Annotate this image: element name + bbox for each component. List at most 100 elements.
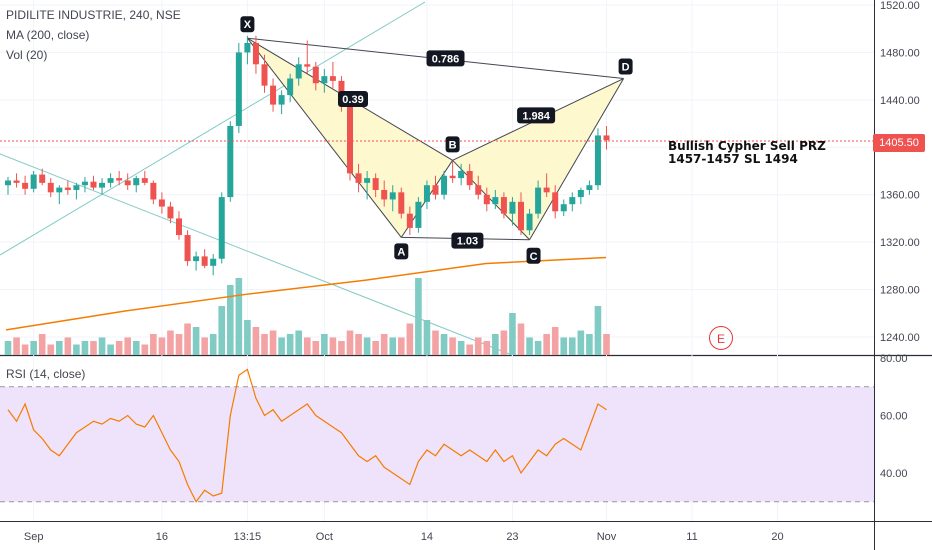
- candle-body[interactable]: [483, 194, 490, 205]
- candle-body[interactable]: [22, 182, 29, 189]
- candle-body[interactable]: [458, 171, 465, 179]
- candle-body[interactable]: [235, 52, 242, 126]
- candle-body[interactable]: [99, 182, 106, 188]
- candle-body[interactable]: [312, 66, 319, 84]
- pattern-point-c[interactable]: C: [526, 247, 541, 264]
- candle-body[interactable]: [594, 135, 601, 186]
- symbol-legend[interactable]: PIDILITE INDUSTRIE, 240, NSE: [6, 8, 181, 22]
- candle-body[interactable]: [586, 185, 593, 190]
- candle-body[interactable]: [535, 187, 542, 214]
- candle-body[interactable]: [184, 235, 191, 262]
- candle-body[interactable]: [133, 178, 140, 186]
- volume-bar: [132, 341, 140, 355]
- candle-body[interactable]: [252, 42, 259, 65]
- candle-body[interactable]: [449, 175, 456, 179]
- candle-body[interactable]: [124, 180, 131, 186]
- volume-bar: [124, 337, 131, 355]
- candle-body[interactable]: [466, 171, 473, 186]
- candle-body[interactable]: [150, 182, 157, 200]
- candle-body[interactable]: [406, 213, 413, 228]
- candle-body[interactable]: [526, 213, 533, 231]
- candle-body[interactable]: [560, 204, 567, 212]
- candle-body[interactable]: [577, 189, 584, 198]
- candle-body[interactable]: [244, 42, 251, 53]
- pattern-point-x[interactable]: X: [240, 16, 255, 33]
- candle-body[interactable]: [81, 181, 88, 186]
- candle-body[interactable]: [543, 187, 550, 193]
- candle-body[interactable]: [381, 189, 388, 200]
- candle-body[interactable]: [227, 125, 234, 198]
- candle-body[interactable]: [321, 76, 328, 84]
- time-axis-tick: 14: [421, 531, 433, 543]
- candle-body[interactable]: [193, 256, 200, 262]
- candle-body[interactable]: [492, 197, 499, 205]
- pattern-leg-xa[interactable]: [247, 37, 402, 238]
- candle-body[interactable]: [218, 197, 225, 259]
- candle-body[interactable]: [398, 192, 405, 214]
- pattern-point-a[interactable]: A: [394, 243, 409, 260]
- candle-body[interactable]: [347, 104, 353, 174]
- candle-body[interactable]: [603, 135, 610, 141]
- candle-body[interactable]: [287, 78, 294, 96]
- candle-body[interactable]: [158, 199, 165, 207]
- candle-body[interactable]: [30, 174, 37, 189]
- candle-body[interactable]: [13, 180, 20, 183]
- pattern-point-badge: [240, 16, 255, 33]
- pattern-point-d[interactable]: D: [618, 58, 633, 75]
- pattern-leg-cd[interactable]: [529, 78, 625, 241]
- volume-bar: [244, 320, 251, 355]
- candle-body[interactable]: [329, 76, 336, 81]
- candle-body[interactable]: [432, 185, 439, 195]
- earnings-event-marker[interactable]: E: [709, 326, 733, 350]
- candle-body[interactable]: [261, 64, 268, 86]
- ma200-line[interactable]: [5, 256, 607, 331]
- volume-legend[interactable]: Vol (20): [6, 48, 48, 62]
- candle-body[interactable]: [475, 185, 482, 195]
- candle-body[interactable]: [389, 192, 396, 200]
- candle-body[interactable]: [210, 258, 217, 266]
- rising-trendline[interactable]: [0, 1, 426, 256]
- volume-bar: [483, 341, 491, 355]
- candle-body[interactable]: [56, 187, 63, 193]
- candle-body[interactable]: [47, 182, 54, 193]
- candle-body[interactable]: [167, 206, 174, 219]
- rsi-legend[interactable]: RSI (14, close): [6, 367, 86, 381]
- pattern-point-label: C: [530, 251, 538, 263]
- candle-body[interactable]: [423, 185, 430, 202]
- volume-bar: [415, 278, 422, 355]
- candle-body[interactable]: [415, 201, 422, 228]
- candle-body[interactable]: [304, 64, 311, 67]
- candle-body[interactable]: [441, 175, 448, 195]
- rsi-line[interactable]: [7, 368, 607, 503]
- candle-body[interactable]: [364, 178, 371, 183]
- pattern-point-label: D: [622, 62, 630, 74]
- candle-body[interactable]: [64, 187, 71, 190]
- candle-body[interactable]: [295, 64, 302, 79]
- ma-legend[interactable]: MA (200, close): [6, 28, 90, 42]
- candle-body[interactable]: [355, 173, 362, 183]
- pattern-point-b[interactable]: B: [445, 136, 460, 153]
- candle-body[interactable]: [5, 180, 11, 186]
- candle-body[interactable]: [552, 192, 559, 212]
- candle-body[interactable]: [509, 201, 516, 214]
- candle-body[interactable]: [500, 197, 507, 214]
- candle-body[interactable]: [270, 85, 277, 105]
- candle-body[interactable]: [73, 185, 80, 190]
- candle-body[interactable]: [141, 178, 148, 183]
- candle-body[interactable]: [176, 218, 182, 236]
- candle-body[interactable]: [372, 178, 379, 190]
- candle-body[interactable]: [278, 95, 285, 105]
- candle-body[interactable]: [518, 201, 524, 231]
- volume-bar: [389, 337, 397, 355]
- candle-body[interactable]: [90, 181, 97, 188]
- candle-body[interactable]: [201, 256, 208, 266]
- volume-bar: [474, 337, 482, 355]
- candle-body[interactable]: [39, 174, 46, 183]
- volume-bar: [115, 341, 123, 355]
- pattern-leg-bc[interactable]: [452, 159, 530, 241]
- candle-body[interactable]: [569, 197, 576, 205]
- volume-bar: [355, 334, 362, 355]
- candle-body[interactable]: [107, 178, 114, 183]
- candle-body[interactable]: [116, 178, 123, 181]
